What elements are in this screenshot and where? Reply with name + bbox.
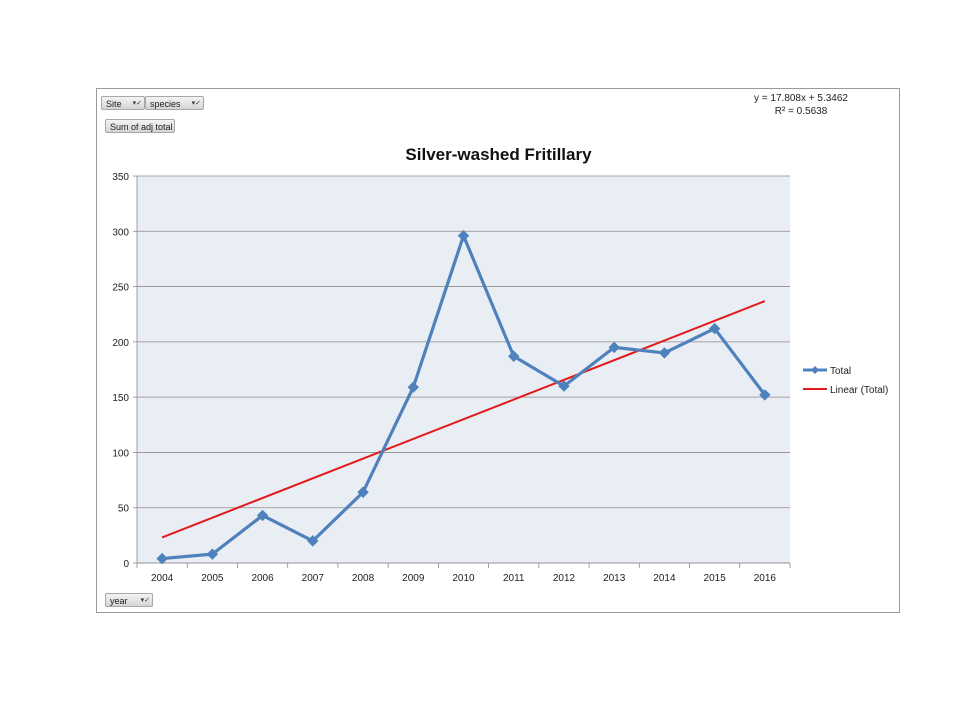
y-tick-label: 50 <box>118 504 130 515</box>
legend-marker-total <box>811 366 819 374</box>
x-tick-label: 2006 <box>251 573 274 584</box>
data-point <box>357 486 369 498</box>
pivot-site-label: Site <box>106 99 122 109</box>
filter-dropdown-icon: ▾✓ <box>140 597 150 604</box>
legend-label-total: Total <box>830 366 851 377</box>
data-point <box>608 341 620 354</box>
filter-dropdown-icon: ▾✓ <box>191 100 201 107</box>
data-point <box>307 535 319 547</box>
pivot-value-button[interactable]: Sum of adj total <box>105 119 175 133</box>
pivot-species-button[interactable]: species ▾✓ <box>145 96 204 110</box>
x-tick-label: 2008 <box>352 573 375 584</box>
trendline-r-squared: R² = 0.5638 <box>774 106 828 117</box>
trendline <box>161 300 766 539</box>
x-tick-label: 2007 <box>302 573 325 584</box>
data-point <box>708 322 721 335</box>
x-tick-label: 2015 <box>704 573 727 584</box>
legend-label-trendline: Linear (Total) <box>830 385 888 396</box>
x-tick-label: 2011 <box>503 573 525 584</box>
y-tick-label: 200 <box>112 338 129 349</box>
data-point <box>256 509 269 522</box>
data-point <box>407 381 419 393</box>
pivot-site-button[interactable]: Site ▾✓ <box>101 96 145 110</box>
y-tick-label: 100 <box>112 448 129 459</box>
chart-title: Silver-washed Fritillary <box>405 145 592 164</box>
x-tick-label: 2010 <box>452 573 475 584</box>
y-tick-label: 150 <box>112 393 129 404</box>
x-tick-label: 2016 <box>754 573 777 584</box>
pivot-value-label: Sum of adj total <box>110 122 173 132</box>
pivot-species-label: species <box>150 99 181 109</box>
data-point <box>457 230 470 242</box>
filter-dropdown-icon: ▾✓ <box>132 100 142 107</box>
x-tick-label: 2004 <box>151 573 174 584</box>
data-point <box>156 552 168 565</box>
y-tick-label: 250 <box>112 283 129 294</box>
x-tick-label: 2014 <box>653 573 676 584</box>
x-tick-label: 2005 <box>201 573 224 584</box>
data-point <box>759 389 771 401</box>
pivot-year-button[interactable]: year ▾✓ <box>105 593 153 607</box>
data-point <box>658 347 671 359</box>
x-tick-label: 2012 <box>553 573 576 584</box>
data-point <box>558 380 570 392</box>
data-point <box>206 548 219 560</box>
y-tick-label: 300 <box>112 227 129 238</box>
data-point <box>508 350 520 362</box>
x-tick-label: 2013 <box>603 573 626 584</box>
y-tick-label: 350 <box>112 172 129 183</box>
x-tick-label: 2009 <box>402 573 425 584</box>
pivot-year-label: year <box>110 596 128 606</box>
trendline-equation-text: y = 17.808x + 5.3462 <box>754 93 848 104</box>
y-tick-label: 0 <box>123 559 129 570</box>
trendline-equation: y = 17.808x + 5.3462 R² = 0.5638 <box>701 92 901 118</box>
